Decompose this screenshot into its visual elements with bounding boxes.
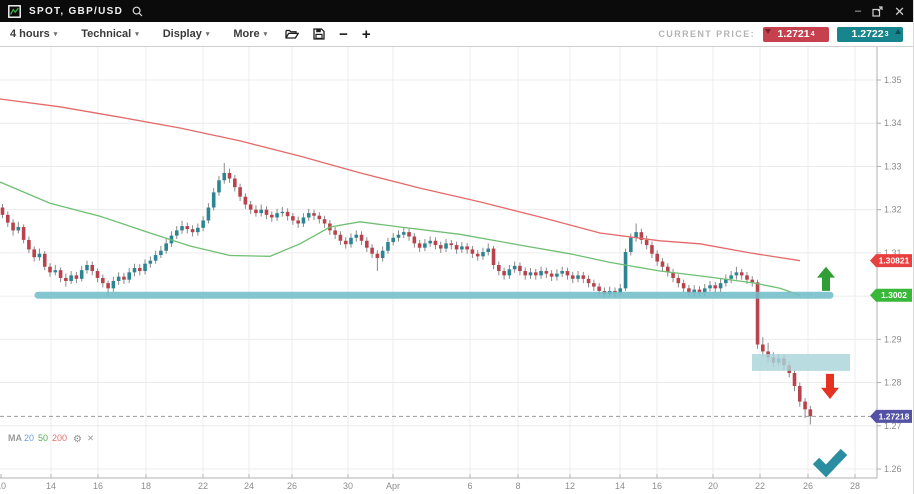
svg-text:16: 16 <box>93 481 103 491</box>
svg-text:Apr: Apr <box>386 481 400 491</box>
zoom-out-button[interactable]: − <box>339 25 348 43</box>
chart-area[interactable]: 1.351.341.331.321.311.301.291.281.271.26… <box>0 47 914 494</box>
svg-text:1.34: 1.34 <box>884 118 902 128</box>
svg-text:16: 16 <box>652 481 662 491</box>
svg-text:1.33: 1.33 <box>884 161 902 171</box>
display-dropdown[interactable]: Display ▾ <box>162 28 210 40</box>
ma-200-line <box>0 98 801 262</box>
svg-text:26: 26 <box>287 481 297 491</box>
minimize-button[interactable]: – <box>854 4 862 17</box>
zoom-in-button[interactable]: + <box>361 25 371 43</box>
svg-text:20: 20 <box>24 433 34 443</box>
svg-text:1.27: 1.27 <box>884 421 902 431</box>
ask-price-badge[interactable]: 1.2722 3 <box>837 26 903 42</box>
svg-text:1.32: 1.32 <box>884 205 902 215</box>
symbol-title: SPOT, GBP/USD <box>29 5 124 17</box>
svg-text:1.35: 1.35 <box>884 75 902 85</box>
svg-text:200: 200 <box>52 433 67 443</box>
svg-text:22: 22 <box>755 481 765 491</box>
bid-price-badge[interactable]: 1.2721 4 <box>763 26 829 42</box>
price-badge: 1.3002 <box>870 288 912 302</box>
bullish-arrow-annotation[interactable] <box>817 266 835 291</box>
ma-50-line <box>0 181 801 296</box>
save-template-button[interactable] <box>313 28 325 40</box>
chevron-down-icon: ▾ <box>135 31 139 38</box>
chart-toolbar: 4 hours ▾ Technical ▾ Display ▾ More ▾ <box>0 22 913 47</box>
checkmark-annotation[interactable] <box>812 448 848 478</box>
svg-text:18: 18 <box>141 481 151 491</box>
axis-labels: 1.351.341.331.321.311.301.291.281.271.26… <box>0 75 902 491</box>
svg-text:20: 20 <box>708 481 718 491</box>
svg-text:1.26: 1.26 <box>884 464 902 474</box>
svg-text:MA: MA <box>8 433 22 443</box>
indicator-remove-icon[interactable]: ✕ <box>87 433 94 443</box>
chevron-down-icon: ▾ <box>205 31 210 38</box>
svg-text:1.27218: 1.27218 <box>879 411 910 421</box>
svg-text:1.30821: 1.30821 <box>879 256 910 266</box>
chevron-down-icon: ▾ <box>263 31 268 38</box>
title-bar: SPOT, GBP/USD – ✕ <box>0 0 913 22</box>
tick-up-icon <box>895 28 901 34</box>
svg-text:1.3002: 1.3002 <box>881 290 907 300</box>
svg-text:10: 10 <box>0 481 6 491</box>
ma-indicator-legend: MA 20 50 200 ⚙ ✕ <box>8 433 94 445</box>
svg-text:12: 12 <box>565 481 575 491</box>
app-logo-icon <box>8 4 21 18</box>
svg-text:22: 22 <box>198 481 208 491</box>
grid-lines <box>0 47 877 478</box>
folder-open-icon <box>285 29 300 39</box>
svg-text:1.28: 1.28 <box>884 378 902 388</box>
more-dropdown[interactable]: More ▾ <box>233 28 268 40</box>
close-button[interactable]: ✕ <box>894 3 905 19</box>
svg-text:14: 14 <box>615 481 625 491</box>
svg-text:24: 24 <box>244 481 254 491</box>
open-template-button[interactable] <box>285 28 300 40</box>
popout-icon <box>872 5 883 17</box>
svg-text:28: 28 <box>850 481 860 491</box>
timeframe-dropdown[interactable]: 4 hours ▾ <box>10 28 58 40</box>
popout-button[interactable] <box>872 5 883 17</box>
svg-text:14: 14 <box>46 481 56 491</box>
chevron-down-icon: ▾ <box>53 31 58 38</box>
bearish-arrow-annotation[interactable] <box>821 373 839 399</box>
current-price-label: CURRENT PRICE: <box>658 29 755 39</box>
tick-down-icon <box>765 28 771 34</box>
price-chart[interactable]: 1.351.341.331.321.311.301.291.281.271.26… <box>0 47 914 494</box>
price-badge: 1.27218 <box>870 409 912 423</box>
svg-text:6: 6 <box>467 481 472 491</box>
svg-text:1.29: 1.29 <box>884 334 902 344</box>
svg-text:50: 50 <box>38 433 48 443</box>
svg-text:30: 30 <box>343 481 353 491</box>
indicator-settings-gear-icon[interactable]: ⚙ <box>73 434 82 445</box>
svg-text:1.31: 1.31 <box>884 248 902 258</box>
svg-text:26: 26 <box>803 481 813 491</box>
save-icon <box>313 28 325 40</box>
search-icon[interactable] <box>132 6 143 17</box>
svg-text:8: 8 <box>515 481 520 491</box>
technical-dropdown[interactable]: Technical ▾ <box>81 28 139 40</box>
price-badge: 1.30821 <box>870 254 912 268</box>
supply-zone[interactable] <box>752 354 850 371</box>
